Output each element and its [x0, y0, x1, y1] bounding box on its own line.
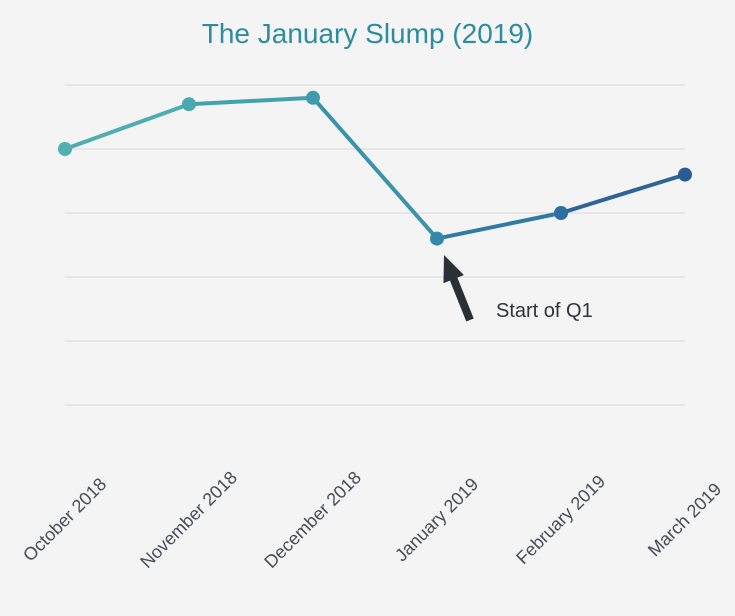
line-chart: The January Slump (2019) October 2018Nov…	[0, 0, 735, 616]
chart-canvas	[0, 0, 735, 616]
data-point	[58, 142, 72, 156]
data-point	[306, 91, 320, 105]
data-point	[554, 206, 568, 220]
annotation-label: Start of Q1	[496, 300, 593, 323]
line-segment	[437, 213, 561, 239]
line-segment	[561, 175, 685, 213]
line-segment	[65, 104, 189, 149]
data-point	[430, 232, 444, 246]
data-point	[182, 97, 196, 111]
annotation-arrow-icon	[443, 255, 473, 321]
chart-title: The January Slump (2019)	[0, 18, 735, 50]
line-segment	[189, 98, 313, 104]
data-point	[678, 168, 692, 182]
line-segment	[313, 98, 437, 239]
